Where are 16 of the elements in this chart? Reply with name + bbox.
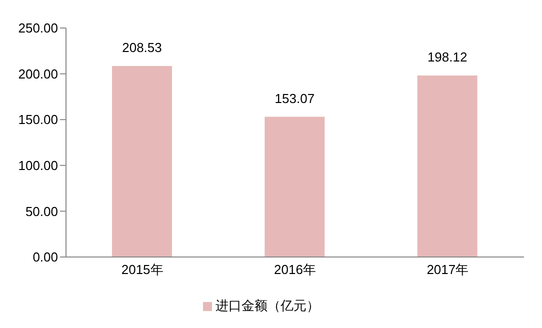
- y-tick-label: 50.00: [25, 204, 58, 219]
- y-tick-label: 200.00: [18, 66, 58, 82]
- data-label: 153.07: [274, 90, 315, 106]
- bar: [417, 76, 478, 257]
- bar: [112, 66, 172, 257]
- data-label: 198.12: [427, 50, 468, 65]
- data-label: 208.53: [122, 40, 162, 55]
- x-tick-label: 2017年: [426, 262, 469, 278]
- x-tick-label: 2015年: [121, 262, 164, 278]
- y-tick-label: 150.00: [18, 112, 58, 128]
- y-tick-label: 100.00: [18, 158, 58, 174]
- x-tick-label: 2016年: [274, 262, 316, 278]
- bar: [264, 116, 325, 257]
- legend-label: 进口金额（亿元）: [216, 298, 320, 313]
- y-tick-label: 0.00: [32, 250, 58, 265]
- y-tick-label: 250.00: [18, 20, 58, 36]
